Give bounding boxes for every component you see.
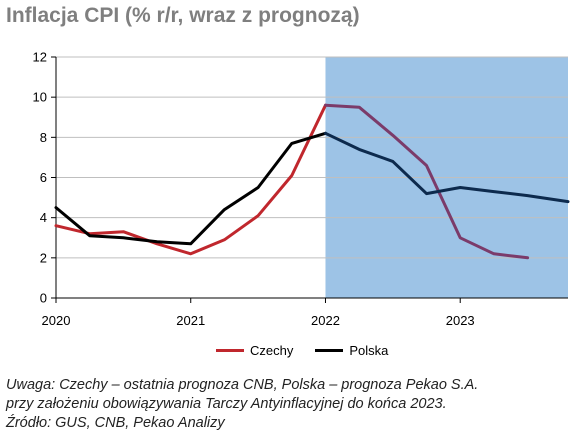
series-line-czechy-historical <box>54 103 327 256</box>
series-line-polska-forecast <box>324 131 570 204</box>
note-line-2: przy założeniu obowiązywania Tarczy Anty… <box>6 396 447 412</box>
y-tick-label: 4 <box>40 210 47 225</box>
y-tick-label: 6 <box>40 170 47 185</box>
legend-item-polska: Polska <box>315 343 388 358</box>
x-tick-label: 2020 <box>42 313 71 328</box>
x-tick-label: 2021 <box>176 313 205 328</box>
series-line-polska-historical <box>54 131 327 246</box>
note-line-1: Uwaga: Czechy – ostatnia prognoza CNB, P… <box>6 377 479 393</box>
y-tick-label: 0 <box>40 291 47 306</box>
cpi-line-chart: 0 2 4 6 8 10 12 2020 2021 2022 2023 <box>33 50 570 328</box>
legend-label-czechy: Czechy <box>250 343 294 358</box>
y-tick-label: 8 <box>40 130 47 145</box>
y-tick-label: 10 <box>33 90 47 105</box>
x-tick-label: 2022 <box>311 313 340 328</box>
legend-swatch-czechy <box>216 349 244 352</box>
chart-note: Uwaga: Czechy – ostatnia prognoza CNB, P… <box>6 376 478 433</box>
y-tick-label: 2 <box>40 250 47 265</box>
legend-label-polska: Polska <box>349 343 389 358</box>
chart-title: Inflacja CPI (% r/r, wraz z prognozą) <box>6 4 360 27</box>
y-tick-label: 12 <box>33 50 47 65</box>
chart-legend: Czechy Polska <box>216 343 388 358</box>
note-source: Źródło: GUS, CNB, Pekao Analizy <box>6 415 225 431</box>
series-line-czechy-forecast <box>324 103 530 260</box>
legend-swatch-polska <box>315 349 344 352</box>
legend-item-czechy: Czechy <box>216 343 293 358</box>
x-tick-label: 2023 <box>446 313 475 328</box>
